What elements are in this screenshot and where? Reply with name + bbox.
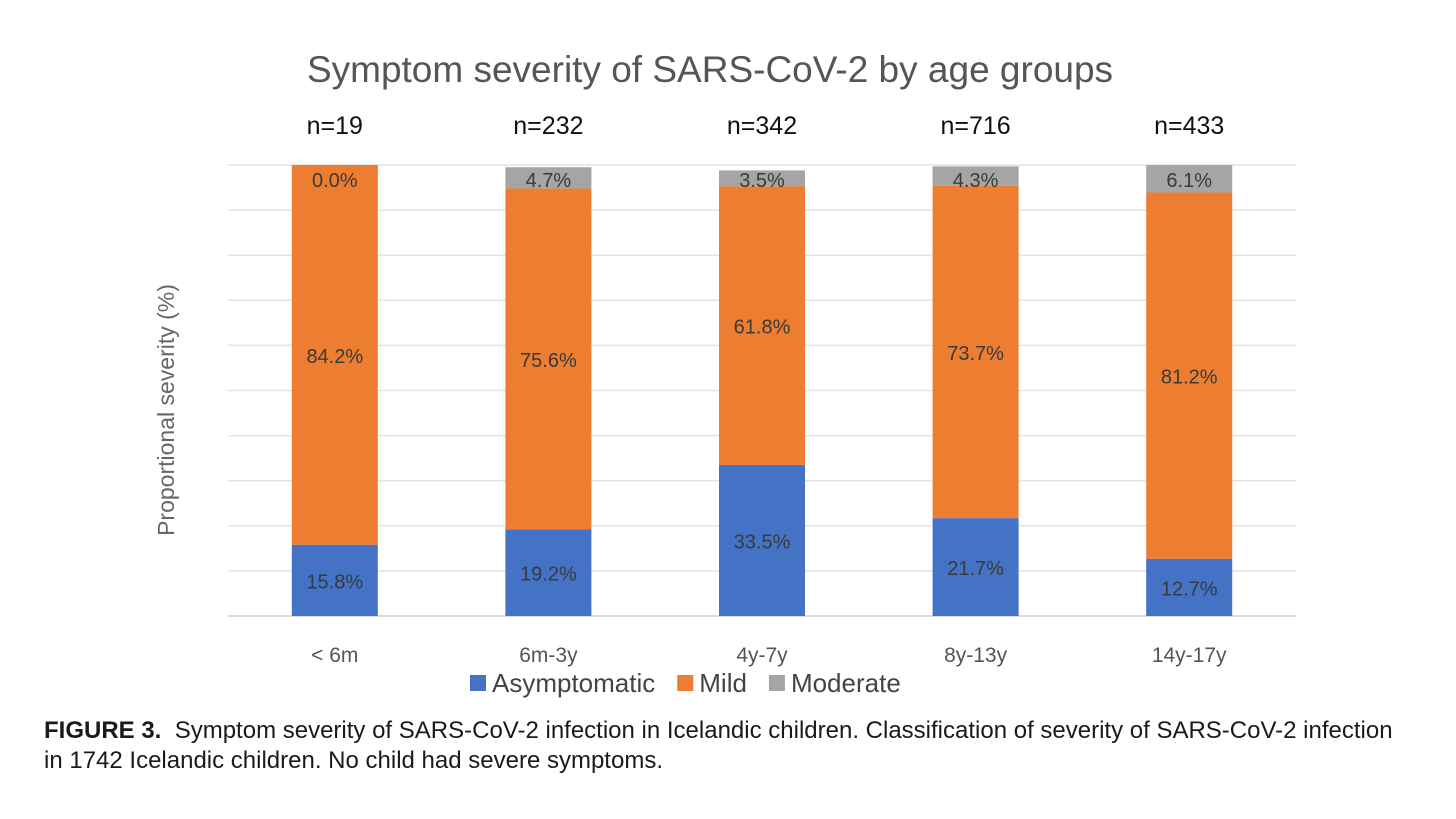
data-label: 19.2% — [520, 564, 577, 586]
bar-segment-asymptomatic — [719, 464, 805, 616]
x-tick-label: < 6m — [311, 644, 358, 667]
x-tick-label: 14y-17y — [1152, 644, 1227, 667]
data-label: 84.2% — [306, 346, 363, 368]
data-label: 0.0% — [312, 170, 358, 192]
data-label: 6.1% — [1166, 170, 1212, 192]
data-label: 12.7% — [1161, 578, 1218, 600]
figure-caption-text: Symptom severity of SARS-CoV-2 infection… — [44, 717, 1393, 774]
stacked-bar-chart: Symptom severity of SARS-CoV-2 by age gr… — [153, 49, 1296, 698]
n-label: n=19 — [307, 112, 363, 140]
bar-segment-moderate — [932, 166, 1019, 186]
data-label: 4.3% — [953, 170, 999, 192]
data-label: 3.5% — [739, 170, 785, 192]
n-label: n=342 — [727, 112, 797, 140]
bar-segment-mild — [719, 186, 805, 465]
legend-swatch-asymptomatic — [470, 675, 486, 691]
figure-label: FIGURE 3. — [44, 717, 162, 744]
data-label: 33.5% — [734, 531, 791, 553]
bar-segment-moderate — [1146, 165, 1233, 193]
bar-segment-mild — [932, 185, 1019, 519]
n-label: n=716 — [940, 112, 1010, 140]
x-tick-label: 6m-3y — [519, 644, 578, 667]
data-label: 15.8% — [306, 571, 363, 593]
legend-swatch-mild — [677, 675, 694, 691]
bar-segment-asymptomatic — [505, 529, 592, 616]
bar-segment-asymptomatic — [932, 518, 1019, 616]
n-label: n=232 — [513, 112, 583, 140]
data-label: 75.6% — [520, 350, 577, 372]
data-label: 73.7% — [947, 343, 1004, 365]
bar-segment-asymptomatic — [291, 544, 378, 616]
legend-label: Asymptomatic — [492, 668, 655, 698]
legend-label: Mild — [699, 668, 747, 698]
figure-caption: FIGURE 3. Symptom severity of SARS-CoV-2… — [44, 716, 1414, 776]
data-label: 61.8% — [734, 317, 791, 339]
x-tick-label: 8y-13y — [944, 644, 1008, 667]
legend-label: Moderate — [791, 668, 901, 698]
n-label: n=433 — [1154, 112, 1224, 140]
data-label: 4.7% — [526, 170, 572, 192]
y-axis-label: Proportional severity (%) — [153, 284, 179, 536]
x-tick-label: 4y-7y — [736, 644, 788, 667]
bar-segment-mild — [505, 188, 592, 530]
bar-segment-mild — [291, 165, 378, 545]
bar-segment-mild — [1146, 192, 1233, 559]
legend-swatch-moderate — [768, 675, 785, 691]
bar-segment-asymptomatic — [1146, 558, 1233, 616]
bar-segment-moderate — [505, 167, 592, 189]
data-label: 21.7% — [947, 558, 1004, 580]
bar-segment-moderate — [719, 170, 805, 187]
data-label: 81.2% — [1161, 367, 1218, 389]
chart-title: Symptom severity of SARS-CoV-2 by age gr… — [307, 49, 1113, 90]
